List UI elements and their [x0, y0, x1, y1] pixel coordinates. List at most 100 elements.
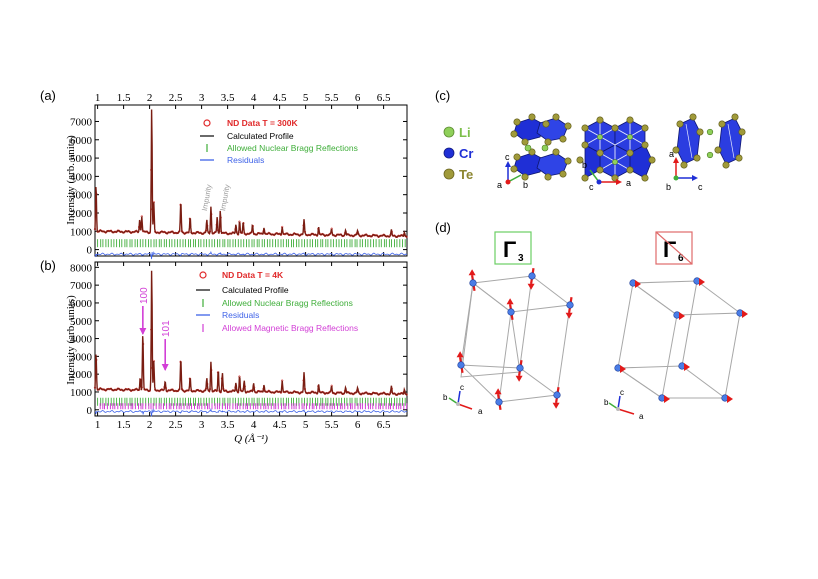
gamma3-spin-head: [506, 298, 514, 305]
y-tick-label: 2000: [70, 369, 93, 381]
gamma3-cell: c b a: [443, 268, 574, 416]
axis-label: c: [460, 383, 464, 392]
impurity-annotation: Impurity: [218, 183, 232, 211]
chart-b-legend-residual: Residuals: [222, 310, 259, 320]
gamma6-cell: c b a: [604, 277, 748, 421]
chart-a-legend-residual: Residuals: [227, 155, 264, 165]
chart-b-legend-magnetic: Allowed Magnetic Bragg Reflections: [222, 323, 358, 333]
reflection-arrowhead: [139, 328, 147, 335]
chart-b-legend-data: ND Data T = 4K: [222, 270, 284, 280]
panel-label-b: (b): [40, 258, 56, 273]
panel-label-d: (d): [435, 220, 451, 235]
x-tick-label: 6.5: [377, 92, 391, 104]
gamma6-label: Γ 6: [655, 231, 693, 265]
chart-a-residual-line: [94, 250, 408, 260]
y-tick-label: 3000: [70, 190, 93, 202]
structure-legend: Li Cr Te: [443, 125, 473, 182]
gamma6-spin: [727, 395, 733, 403]
gamma3-symbol: Γ: [503, 237, 516, 262]
axes-2: b c a: [582, 160, 631, 192]
gamma3-label: Γ 3: [494, 231, 532, 265]
gamma3-spin-head: [527, 283, 535, 290]
axis-label: c: [698, 182, 703, 192]
axis-label: a: [497, 180, 502, 190]
legend-te: Te: [459, 167, 473, 182]
x-tick-label: 2: [147, 419, 153, 431]
gamma3-spin-atom: [553, 391, 561, 399]
gamma6-spin: [699, 278, 705, 286]
y-tick-label: 8000: [70, 262, 93, 274]
y-tick-label: 7000: [70, 116, 93, 128]
x-tick-label: 4: [251, 419, 257, 431]
chart-b-legend: ND Data T = 4K Calculated Profile Allowe…: [196, 270, 358, 333]
x-tick-label: 5: [303, 92, 309, 104]
gamma6-spin: [742, 310, 748, 318]
gamma6-subscript: 6: [678, 253, 684, 264]
gamma3-spin-atom: [469, 279, 477, 287]
y-tick-label: 6000: [70, 298, 93, 310]
x-tick-label: 5.5: [325, 419, 339, 431]
gamma6-axes: c b a: [604, 388, 644, 421]
x-tick-label: 3: [199, 92, 205, 104]
axis-label: a: [478, 407, 483, 416]
gamma3-spin-head: [565, 312, 573, 319]
y-tick-label: 4000: [70, 334, 93, 346]
legend-data-marker: [203, 119, 211, 127]
chart-a-legend: ND Data T = 300K Calculated Profile Allo…: [200, 118, 358, 165]
gamma6-spin: [679, 312, 685, 320]
reflection-label: 101: [161, 320, 172, 337]
axis-label: b: [666, 182, 671, 192]
li-atom-icon: [443, 126, 455, 138]
chart-b-xlabel: Q (Å⁻¹): [234, 433, 268, 445]
x-tick-label: 6: [355, 92, 361, 104]
axis-label: c: [589, 182, 594, 192]
gamma6-spin: [635, 280, 641, 288]
x-tick-label: 4.5: [273, 419, 287, 431]
gamma3-axes: c b a: [443, 383, 483, 416]
gamma3-spin-atom: [566, 301, 574, 309]
x-tick-label: 4: [251, 92, 257, 104]
legend-data-marker-b: [199, 271, 207, 279]
x-tick-label: 6: [355, 419, 361, 431]
y-tick-label: 3000: [70, 351, 93, 363]
axis-label: b: [523, 180, 528, 190]
chart-a-calculated-line: [94, 109, 408, 238]
chart-a-frame: [94, 104, 408, 257]
x-tick-label: 1.5: [117, 419, 131, 431]
gamma3-spin-head: [494, 388, 502, 395]
gamma6-spin: [664, 395, 670, 403]
axis-label: a: [639, 412, 644, 421]
legend-cr: Cr: [459, 146, 473, 161]
chart-a-legend-calc: Calculated Profile: [227, 131, 294, 141]
x-tick-label: 2.5: [169, 419, 183, 431]
reflection-arrowhead: [161, 364, 169, 371]
chart-a-ylabel: Intensity (arb. units): [65, 135, 77, 225]
x-tick-label: 5: [303, 419, 309, 431]
gamma3-spin-head: [468, 269, 476, 276]
gamma3-spin-head: [456, 351, 464, 358]
y-tick-label: 0: [87, 405, 93, 417]
reflection-label: 100: [139, 287, 150, 304]
panel-label-c: (c): [435, 88, 450, 103]
axis-label: a: [626, 178, 631, 188]
x-tick-label: 1.5: [117, 92, 131, 104]
panel-label-a: (a): [40, 88, 56, 103]
y-tick-label: 7000: [70, 280, 93, 292]
axes-1: c a b: [497, 152, 528, 190]
structure-view-3: a b c: [666, 113, 746, 192]
gamma3-spin-head: [552, 402, 560, 409]
y-tick-label: 6000: [70, 135, 93, 147]
gamma3-spin-atom: [516, 364, 524, 372]
chart-b-residual-line: [94, 408, 408, 417]
x-tick-label: 2.5: [169, 92, 183, 104]
chart-b-legend-nuclear: Allowed Nuclear Bragg Reflections: [222, 298, 353, 308]
chart-b-legend-calc: Calculated Profile: [222, 285, 289, 295]
gamma6-spin: [684, 363, 690, 371]
y-tick-label: 1000: [70, 387, 93, 399]
y-tick-label: 5000: [70, 153, 93, 165]
x-tick-label: 3.5: [221, 92, 235, 104]
gamma3-spin-atom: [528, 272, 536, 280]
y-tick-label: 0: [87, 245, 93, 257]
